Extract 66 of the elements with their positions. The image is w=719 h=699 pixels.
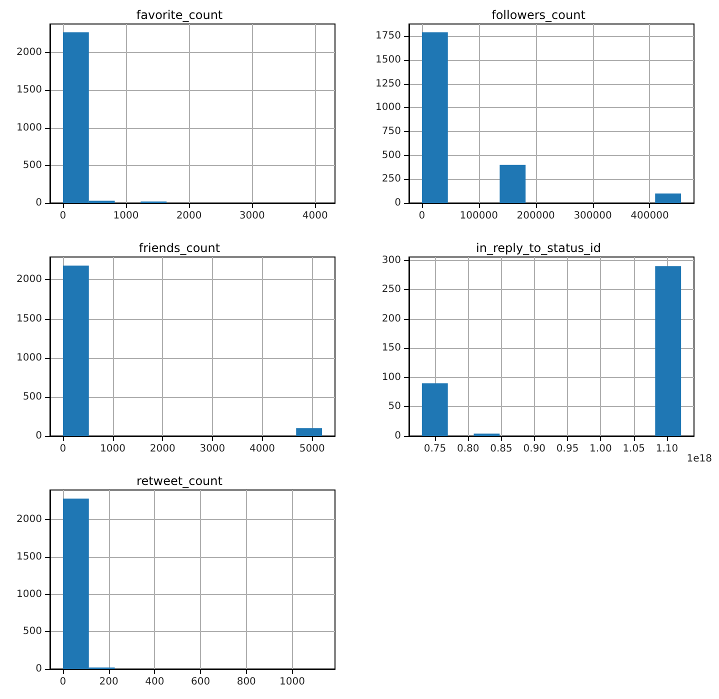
- y-tick-label: 250: [382, 284, 401, 296]
- x-tick-label: 3000: [200, 444, 226, 454]
- y-tick-label: 300: [382, 254, 401, 266]
- chart-title: favorite_count: [136, 8, 223, 22]
- y-tick-label: 500: [382, 150, 401, 161]
- x-tick-label: 1000: [100, 444, 126, 454]
- x-tick-label: 800: [236, 676, 256, 688]
- x-tick-label: 5000: [299, 444, 325, 454]
- x-tick-label: 2000: [150, 444, 176, 454]
- y-tick-label: 750: [382, 126, 401, 137]
- x-tick-label: 4000: [302, 210, 328, 222]
- x-tick-label: 1000: [280, 676, 305, 688]
- chart-title: retweet_count: [136, 474, 223, 488]
- x-tick-label: 0: [418, 210, 426, 222]
- y-tick-label: 50: [388, 401, 401, 412]
- x-tick-label: 600: [190, 676, 210, 688]
- y-tick-label: 2000: [16, 514, 42, 526]
- y-tick-label: 150: [382, 342, 401, 354]
- x-tick-label: 300000: [574, 210, 612, 222]
- x-tick-label: 0.90: [523, 444, 546, 454]
- x-tick-label: 1.00: [590, 444, 612, 454]
- text: 1e18: [686, 454, 712, 464]
- y-tick-label: 1000: [16, 122, 42, 134]
- y-tick-label: 0: [394, 198, 401, 208]
- y-tick-label: 1500: [16, 551, 42, 562]
- y-tick-label: 1500: [376, 54, 401, 66]
- x-tick-label: 400: [145, 676, 164, 688]
- chart-title: friends_count: [138, 241, 220, 255]
- x-tick-label: 0: [60, 676, 66, 688]
- y-tick-label: 1000: [16, 352, 42, 364]
- y-tick-label: 2000: [16, 47, 42, 58]
- x-tick-label: 1000: [113, 210, 139, 222]
- chart-title: followers_count: [492, 8, 586, 22]
- y-tick-label: 1500: [16, 84, 42, 96]
- y-tick-label: 0: [36, 664, 42, 674]
- x-tick-label: 0: [60, 444, 66, 454]
- x-tick-label: 200000: [516, 210, 555, 222]
- y-tick-label: 200: [382, 313, 401, 324]
- y-tick-label: 250: [382, 174, 401, 185]
- x-tick-label: 200: [99, 676, 118, 688]
- y-tick-label: 0: [36, 198, 42, 208]
- x-tick-label: 0.75: [424, 444, 446, 454]
- x-tick-label: 2000: [176, 210, 202, 222]
- y-tick-label: 100: [382, 372, 401, 383]
- x-tick-label: 0.80: [456, 444, 480, 454]
- y-tick-label: 1000: [376, 102, 401, 114]
- y-tick-label: 500: [22, 626, 42, 638]
- x-tick-label: 0: [60, 210, 66, 222]
- x-tick-label: 1.10: [656, 444, 678, 454]
- x-tick-label: 3000: [239, 210, 265, 222]
- y-tick-label: 1000: [16, 588, 42, 600]
- x-tick-label: 4000: [250, 444, 275, 454]
- chart-title: in_reply_to_status_id: [476, 241, 601, 255]
- x-tick-label: 1.05: [622, 444, 645, 454]
- y-tick-label: 1750: [376, 30, 401, 42]
- y-tick-label: 1500: [16, 313, 42, 324]
- x-tick-label: 0.85: [490, 444, 512, 454]
- y-tick-label: 1250: [376, 78, 401, 90]
- x-tick-label: 0.95: [556, 444, 579, 454]
- x-tick-label: 400000: [630, 210, 669, 222]
- y-tick-label: 2000: [16, 274, 42, 286]
- y-tick-label: 0: [394, 430, 401, 442]
- y-tick-label: 500: [22, 391, 42, 402]
- x-tick-label: 100000: [460, 210, 498, 222]
- y-tick-label: 0: [36, 430, 42, 442]
- y-tick-label: 500: [22, 160, 42, 171]
